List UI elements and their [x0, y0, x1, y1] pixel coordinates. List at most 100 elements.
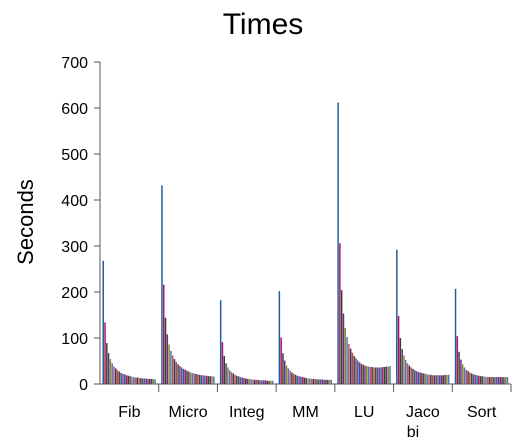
- bar: [419, 372, 421, 384]
- bar: [152, 378, 155, 384]
- bar: [305, 378, 307, 384]
- bar: [262, 380, 265, 384]
- bar: [323, 379, 325, 384]
- bar: [241, 377, 243, 384]
- bar: [164, 317, 167, 384]
- bar: [177, 364, 179, 384]
- bar: [405, 360, 407, 384]
- bar: [454, 288, 457, 384]
- bar: [383, 366, 386, 384]
- bar: [487, 377, 489, 384]
- bar: [140, 378, 142, 384]
- chart-title: Times: [222, 8, 304, 41]
- bar: [366, 366, 368, 384]
- bar: [355, 358, 357, 384]
- bar: [127, 375, 130, 384]
- bar: [478, 375, 480, 384]
- bar: [373, 367, 375, 384]
- bar: [179, 366, 181, 384]
- bar: [266, 380, 268, 384]
- bar: [501, 377, 503, 384]
- bar: [382, 366, 384, 384]
- bar: [134, 377, 137, 384]
- bar: [349, 348, 352, 384]
- bar: [252, 379, 254, 384]
- bar: [328, 379, 331, 384]
- bar: [125, 375, 128, 384]
- bar: [106, 343, 108, 384]
- bar: [180, 367, 183, 384]
- bar: [399, 338, 402, 384]
- bar: [261, 380, 263, 384]
- bar: [412, 368, 414, 384]
- bar: [116, 370, 119, 384]
- bar: [257, 379, 260, 384]
- bar: [310, 378, 313, 384]
- bar: [221, 342, 224, 384]
- bar: [118, 371, 121, 384]
- bar: [246, 378, 249, 384]
- bar: [312, 378, 315, 384]
- bar: [367, 366, 370, 384]
- y-tick-label: 500: [61, 147, 88, 164]
- bar: [186, 370, 188, 384]
- bar: [284, 360, 286, 384]
- bar: [245, 378, 247, 384]
- bar: [200, 375, 203, 384]
- bar: [406, 363, 409, 384]
- bar: [107, 353, 110, 384]
- bar: [380, 367, 382, 384]
- bar: [446, 374, 448, 384]
- bar: [147, 378, 149, 384]
- bar: [109, 359, 112, 384]
- bar: [307, 378, 309, 384]
- bar: [309, 378, 311, 384]
- bar: [474, 374, 476, 384]
- bar: [357, 360, 359, 384]
- bar: [161, 185, 163, 384]
- x-tick-label: Integ: [229, 404, 265, 421]
- bar: [483, 376, 485, 384]
- bar: [410, 367, 412, 384]
- bar: [344, 327, 347, 384]
- bar: [461, 364, 464, 384]
- bar: [227, 367, 229, 384]
- bar: [168, 344, 170, 384]
- bar: [145, 378, 147, 384]
- bar: [298, 376, 300, 384]
- bar: [426, 374, 428, 384]
- bar: [403, 355, 405, 384]
- bar: [353, 355, 355, 384]
- bar: [318, 379, 320, 384]
- bar: [104, 322, 106, 384]
- bar: [255, 379, 258, 384]
- bar: [236, 375, 238, 384]
- bar: [131, 376, 133, 384]
- bar: [456, 336, 459, 384]
- bar: [141, 378, 144, 384]
- x-tick-label: Fib: [118, 404, 140, 421]
- bar: [191, 372, 194, 384]
- bar: [250, 379, 252, 384]
- bar: [325, 379, 327, 384]
- bar: [259, 380, 261, 384]
- bar: [237, 376, 240, 384]
- bar: [342, 313, 345, 384]
- x-tick-label: Jaco bi: [406, 404, 440, 441]
- bar: [340, 290, 343, 384]
- bar: [351, 352, 354, 384]
- bar: [385, 366, 388, 384]
- bar: [289, 370, 291, 384]
- bar: [166, 334, 169, 384]
- bar: [389, 366, 391, 384]
- bar: [115, 368, 117, 384]
- bar: [360, 363, 363, 384]
- bar: [170, 350, 172, 384]
- bar: [346, 337, 348, 384]
- bar: [182, 368, 185, 384]
- bar: [319, 379, 322, 384]
- bar: [253, 379, 256, 384]
- bar: [321, 379, 324, 384]
- bar: [387, 366, 389, 384]
